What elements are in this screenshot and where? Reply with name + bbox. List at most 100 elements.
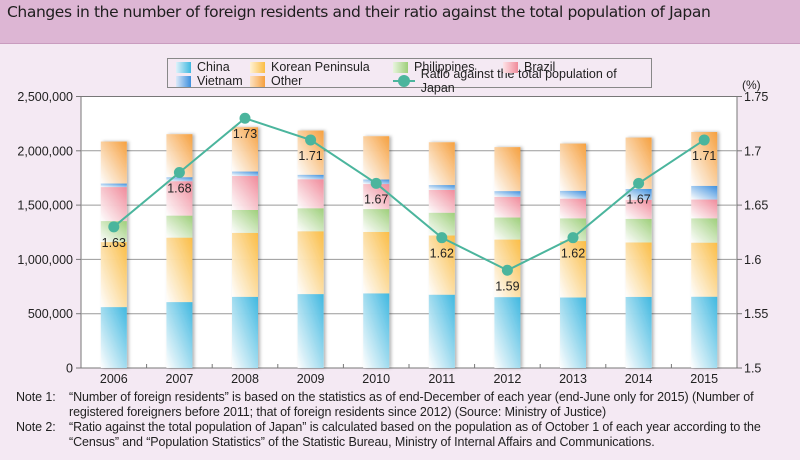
ratio-point xyxy=(698,134,710,146)
right-axis-unit: (%) xyxy=(742,78,761,92)
legend-item-philippines: Philippines xyxy=(393,60,474,74)
ratio-point xyxy=(305,134,317,146)
ratio-label: 1.67 xyxy=(364,192,388,206)
bar-segment-vietnam xyxy=(428,185,455,190)
bar-segment-china xyxy=(494,297,521,368)
bar-segment-philippines xyxy=(625,218,652,243)
bar-segment-brazil xyxy=(494,196,521,218)
bar-segment-china xyxy=(166,302,193,368)
x-tick-label: 2007 xyxy=(165,372,193,386)
bar-segment-philippines xyxy=(560,218,586,242)
bar-segment-vietnam xyxy=(560,190,586,199)
bar-segment-other xyxy=(100,141,127,184)
legend-line-marker-icon xyxy=(393,75,415,87)
ratio-point xyxy=(501,264,513,276)
left-tick-label: 500,000 xyxy=(28,307,73,321)
left-tick-label: 2,000,000 xyxy=(17,144,73,158)
legend-swatch-other xyxy=(250,75,265,87)
note-label: Note 1: xyxy=(16,390,56,404)
left-axis-ticks: 0 500,000 1,000,000 1,500,000 2,000,000 2,500… xyxy=(17,90,81,376)
bars xyxy=(100,127,718,368)
ratio-label: 1.62 xyxy=(561,247,585,261)
ratio-label: 1.63 xyxy=(102,236,126,250)
x-tick-label: 2010 xyxy=(362,372,390,386)
legend-label: China xyxy=(197,60,230,74)
bar-segment-china xyxy=(297,294,324,368)
bar-segment-brazil xyxy=(691,199,718,219)
ratio-line-path xyxy=(113,117,705,272)
ratio-label: 1.59 xyxy=(495,279,519,293)
ratio-label: 1.62 xyxy=(430,247,454,261)
bar-segment-china xyxy=(428,294,455,368)
ratio-point xyxy=(239,112,251,124)
legend-item-brazil: Brazil xyxy=(503,60,555,74)
legend-label: Brazil xyxy=(524,60,556,74)
bar-segment-korea xyxy=(691,242,718,297)
bar-segment-vietnam xyxy=(494,191,521,197)
bar-segment-other xyxy=(232,127,258,172)
bar-segment-korea xyxy=(560,241,586,298)
legend-label: Other xyxy=(271,74,303,88)
left-tick-label: 1,000,000 xyxy=(17,253,73,267)
bar-segment-vietnam xyxy=(691,185,718,200)
legend-item-korean-peninsula: Korean Peninsula xyxy=(250,60,370,74)
right-tick-label: 1.7 xyxy=(744,144,761,158)
left-tick-label: 0 xyxy=(66,362,73,376)
bar-stack-2015 xyxy=(691,132,718,368)
bar-segment-korea xyxy=(625,242,652,297)
x-tick-label: 2008 xyxy=(231,372,259,386)
bar-segment-china xyxy=(100,307,127,368)
bar-segment-china xyxy=(232,296,258,368)
bar-stack-2013 xyxy=(560,143,586,368)
legend-label: Vietnam xyxy=(197,74,243,88)
ratio-label: 1.73 xyxy=(233,127,257,141)
bar-segment-other xyxy=(494,147,521,192)
ratio-point xyxy=(567,232,579,244)
bar-segment-philippines xyxy=(166,215,193,238)
legend-item-china: China xyxy=(176,60,230,74)
bar-segment-other xyxy=(560,143,586,191)
bar-segment-korea xyxy=(100,242,127,308)
ratio-point xyxy=(173,167,185,179)
bar-stack-2007 xyxy=(166,134,193,368)
ratio-line: 1.63 1.68 1.73 1.71 1.67 1.62 1.59 1.62 1.67 1.71 xyxy=(102,112,716,293)
ratio-label: 1.71 xyxy=(692,149,716,163)
bar-segment-china xyxy=(363,293,390,368)
bar-segment-china xyxy=(691,296,718,368)
notes: Note 1: “Number of foreign residents” is… xyxy=(16,390,796,450)
legend-label: Philippines xyxy=(414,60,475,74)
bar-segment-brazil xyxy=(560,198,586,219)
bar-segment-philippines xyxy=(297,208,324,232)
legend-label: Ratio against the total population of Ja… xyxy=(420,67,617,95)
bar-segment-korea xyxy=(363,231,390,294)
bar-segment-vietnam xyxy=(166,177,193,182)
bar-segment-china xyxy=(560,297,586,368)
bar-stack-2006 xyxy=(100,141,127,368)
legend-swatch-korea xyxy=(250,61,265,73)
title-bar: Changes in the number of foreign residen… xyxy=(0,0,800,44)
chart-title: Changes in the number of foreign residen… xyxy=(7,3,711,21)
legend-swatch-vietnam xyxy=(176,75,191,87)
bar-stack-2011 xyxy=(428,142,455,368)
bar-segment-philippines xyxy=(428,212,455,236)
legend-label: Korean Peninsula xyxy=(271,60,370,74)
legend-swatch-brazil xyxy=(503,61,518,73)
bar-segment-other xyxy=(363,136,390,180)
bar-segment-vietnam xyxy=(297,174,324,180)
legend-swatch-china xyxy=(176,61,191,73)
bar-segment-korea xyxy=(428,235,455,295)
bar-segment-brazil xyxy=(297,179,324,209)
bar-segment-brazil xyxy=(625,199,652,219)
bar-segment-brazil xyxy=(232,176,258,210)
chart: 0 500,000 1,000,000 1,500,000 2,000,000 2,500… xyxy=(17,90,768,386)
bar-segment-brazil xyxy=(100,187,127,222)
note-label: Note 2: xyxy=(16,420,56,434)
right-tick-label: 1.5 xyxy=(744,362,761,376)
x-tick-label: 2015 xyxy=(690,372,718,386)
bar-segment-philippines xyxy=(363,209,390,232)
legend: China Vietnam Korean Peninsula Other Phi… xyxy=(167,58,652,95)
ratio-point xyxy=(370,177,382,189)
bar-segment-china xyxy=(625,296,652,368)
bar-segment-korea xyxy=(297,231,324,295)
ratio-label: 1.71 xyxy=(298,149,322,163)
